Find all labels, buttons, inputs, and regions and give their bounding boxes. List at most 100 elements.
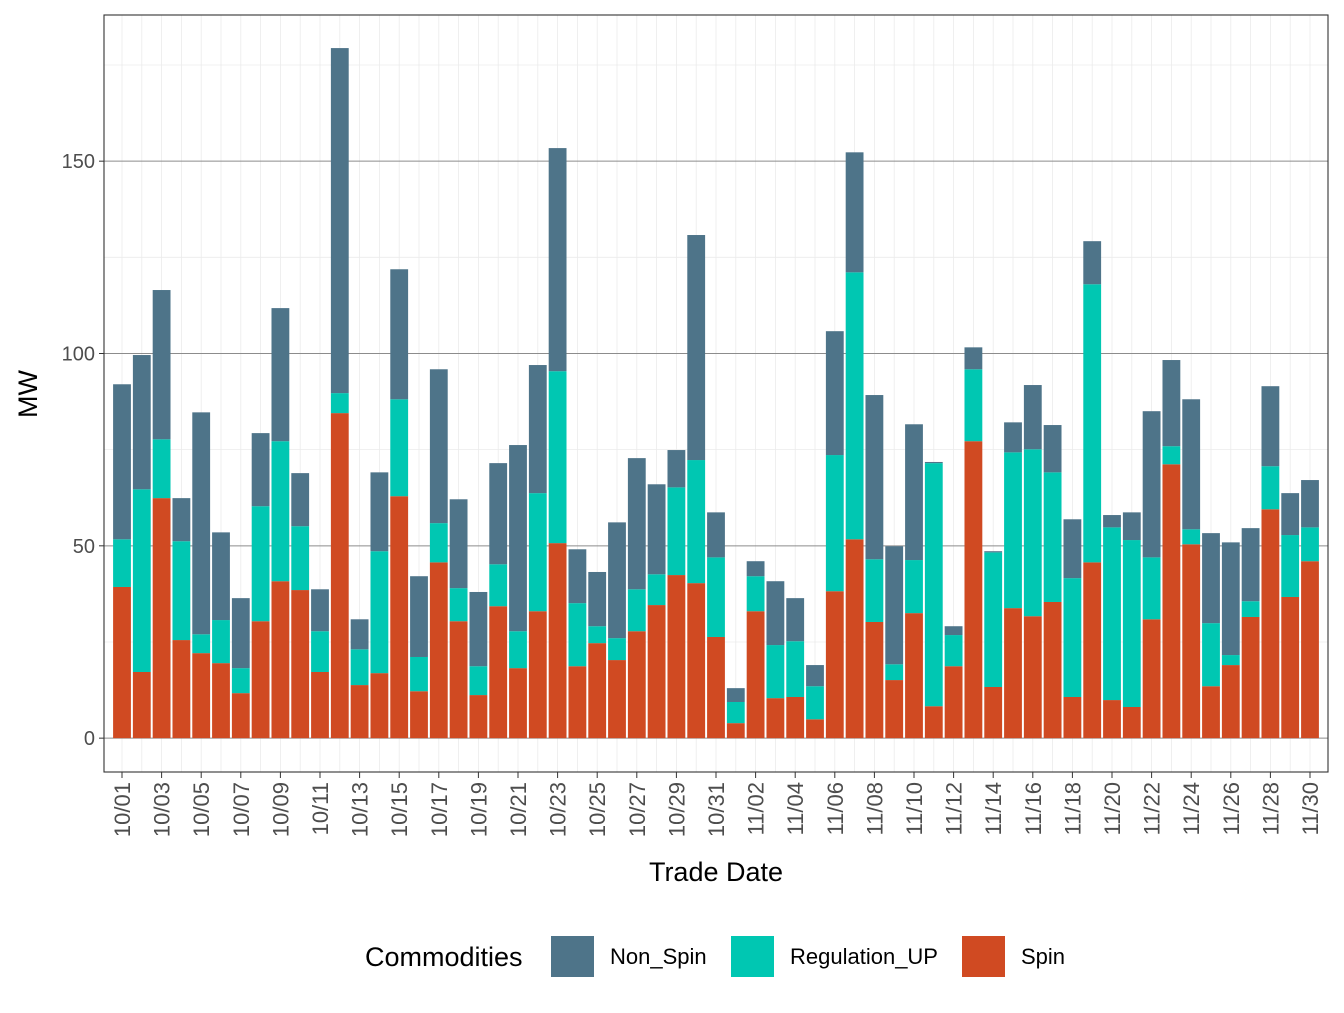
legend-key-non-spin	[551, 936, 594, 977]
bar-non-spin-11-25	[1202, 533, 1220, 624]
bar-non-spin-11-26	[1221, 542, 1240, 656]
bar-non-spin-11-30	[1301, 480, 1319, 528]
x-tick-label: 11/14	[981, 782, 1006, 835]
bar-regulation-up-11-02	[746, 576, 765, 612]
bar-spin-10-14	[370, 673, 389, 739]
bar-non-spin-11-07	[845, 152, 864, 273]
bar-spin-11-13	[964, 441, 983, 739]
bar-spin-10-03	[152, 498, 171, 739]
bar-spin-10-21	[509, 668, 527, 739]
bar-regulation-up-11-16	[1023, 449, 1042, 617]
bars	[113, 48, 1319, 739]
bar-non-spin-11-09	[885, 546, 904, 665]
bar-spin-10-22	[528, 611, 547, 739]
bar-regulation-up-10-24	[568, 603, 587, 667]
y-axis-title: MW	[13, 370, 43, 418]
bar-non-spin-10-11	[311, 589, 329, 632]
bar-spin-10-15	[390, 496, 409, 739]
x-tick-label: 11/12	[942, 782, 967, 835]
bar-regulation-up-11-06	[825, 455, 844, 592]
x-axis: 10/01 10/03 10/05 10/07 10/09 10/11 10/13 10/15…	[110, 772, 1323, 837]
bar-non-spin-10-26	[608, 522, 626, 639]
bar-spin-11-04	[786, 696, 805, 739]
bar-spin-10-16	[410, 691, 428, 739]
bar-regulation-up-10-19	[469, 666, 488, 696]
bar-spin-10-25	[588, 643, 607, 739]
bar-non-spin-11-10	[905, 424, 923, 561]
bar-regulation-up-10-08	[251, 506, 270, 622]
bar-regulation-up-10-28	[647, 574, 666, 606]
bar-regulation-up-10-20	[489, 564, 508, 607]
bar-spin-11-22	[1142, 619, 1161, 739]
bar-spin-10-30	[687, 583, 706, 739]
bar-spin-10-12	[330, 413, 349, 739]
bar-regulation-up-10-21	[509, 631, 527, 669]
bar-spin-10-28	[647, 605, 666, 739]
bar-spin-10-09	[271, 581, 290, 739]
bar-regulation-up-11-01	[726, 701, 745, 724]
bar-regulation-up-11-08	[865, 559, 884, 622]
bar-non-spin-11-21	[1122, 512, 1141, 541]
bar-non-spin-10-09	[271, 308, 290, 442]
bar-non-spin-11-12	[944, 626, 963, 636]
bar-non-spin-10-31	[707, 512, 725, 558]
bar-non-spin-11-27	[1241, 528, 1260, 602]
bar-regulation-up-11-26	[1221, 655, 1240, 666]
bar-regulation-up-10-22	[528, 493, 547, 612]
bar-spin-10-26	[608, 660, 626, 739]
bar-non-spin-11-19	[1083, 241, 1102, 285]
bar-spin-11-21	[1122, 706, 1141, 739]
x-axis-title: Trade Date	[649, 857, 783, 887]
bar-regulation-up-11-03	[766, 645, 785, 699]
bar-spin-11-24	[1182, 544, 1201, 739]
x-tick-label: 11/30	[1298, 782, 1323, 835]
legend: Commodities Non_Spin Regulation_UP Spin	[365, 936, 1065, 977]
x-tick-label: 10/29	[664, 782, 689, 837]
bar-non-spin-10-24	[568, 549, 587, 604]
legend-key-regulation-up	[731, 936, 774, 977]
bar-spin-11-17	[1043, 601, 1062, 739]
bar-spin-11-11	[924, 706, 943, 739]
bar-non-spin-10-28	[647, 484, 666, 575]
bar-non-spin-10-06	[212, 532, 230, 621]
bar-spin-11-27	[1241, 616, 1260, 739]
bar-regulation-up-10-09	[271, 441, 290, 582]
bar-non-spin-10-07	[231, 598, 250, 669]
bar-regulation-up-10-27	[627, 589, 646, 632]
bar-spin-10-24	[568, 666, 587, 739]
bar-regulation-up-10-18	[449, 588, 468, 622]
bar-spin-11-23	[1162, 464, 1181, 739]
legend-label: Regulation_UP	[790, 944, 938, 969]
bar-regulation-up-11-15	[1004, 452, 1022, 609]
bar-spin-10-10	[291, 590, 310, 739]
bar-regulation-up-11-04	[786, 641, 805, 697]
bar-spin-11-09	[885, 680, 904, 739]
bar-spin-10-17	[429, 562, 448, 739]
bar-non-spin-11-17	[1043, 425, 1062, 473]
bar-regulation-up-10-06	[212, 620, 230, 664]
bar-non-spin-11-01	[726, 688, 745, 702]
bar-regulation-up-11-19	[1083, 284, 1102, 563]
bar-spin-11-01	[726, 723, 745, 739]
bar-spin-11-07	[845, 539, 864, 739]
bar-spin-11-05	[806, 719, 824, 739]
bar-spin-11-30	[1301, 561, 1319, 739]
x-tick-label: 11/26	[1219, 782, 1244, 835]
bar-non-spin-11-11	[924, 461, 943, 464]
bar-spin-10-23	[548, 543, 567, 739]
bar-regulation-up-11-11	[924, 463, 943, 707]
bar-regulation-up-11-25	[1202, 623, 1220, 687]
bar-non-spin-10-02	[132, 355, 151, 490]
bar-regulation-up-10-16	[410, 656, 428, 692]
bar-regulation-up-11-05	[806, 686, 824, 720]
x-tick-label: 11/04	[783, 782, 808, 835]
bar-spin-11-25	[1202, 686, 1220, 739]
bar-non-spin-11-24	[1182, 399, 1201, 530]
legend-title: Commodities	[365, 942, 523, 972]
x-tick-label: 10/11	[308, 782, 333, 835]
bar-spin-10-05	[192, 653, 211, 739]
bar-spin-11-19	[1083, 562, 1102, 739]
x-tick-label: 10/25	[585, 782, 610, 837]
bar-non-spin-11-16	[1023, 385, 1042, 450]
